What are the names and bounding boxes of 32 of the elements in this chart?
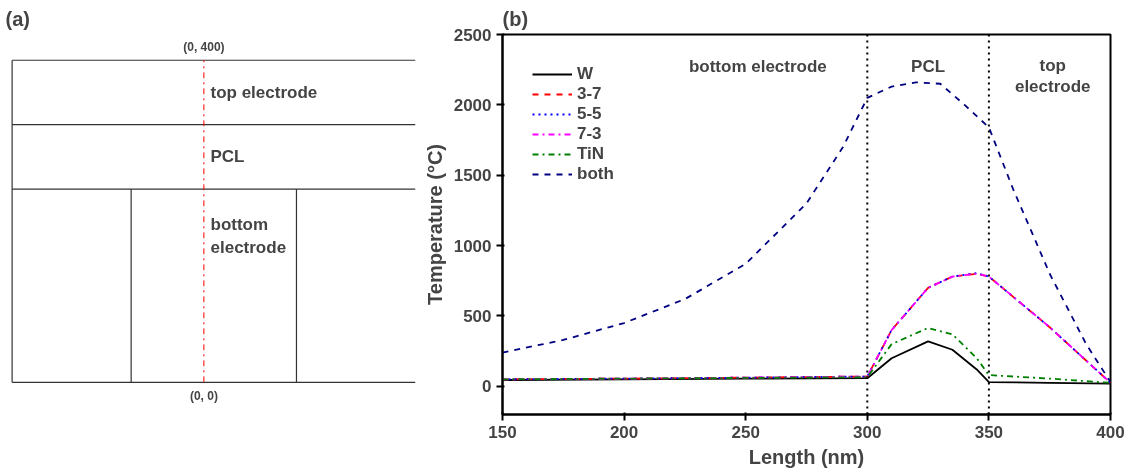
legend-label: W [577, 64, 595, 84]
y-tick-label: 1500 [453, 166, 492, 186]
line-series [502, 327, 1111, 384]
text: PCL [210, 147, 245, 167]
legend-label: 3-7 [577, 84, 602, 104]
y-axis-title: Temperature (°C) [423, 143, 446, 305]
x-axis-title: Length (nm) [748, 445, 865, 468]
x-tick-label: 250 [731, 422, 760, 442]
legend-label: both [577, 164, 614, 184]
x-tick-label: 400 [1096, 422, 1125, 442]
line-series [502, 81, 1111, 384]
legend-label: 7-3 [577, 124, 602, 144]
y-tick-label: 1000 [453, 236, 492, 256]
text: bottom electrode [210, 214, 287, 257]
text: (0, 0) [189, 388, 218, 403]
x-tick-label: 300 [853, 422, 882, 442]
text: (0, 400) [183, 39, 225, 54]
y-tick-label: 0 [482, 377, 492, 397]
annotation: top electrode [1014, 56, 1091, 97]
x-tick-label: 150 [488, 422, 517, 442]
annotation: bottom electrode [688, 57, 827, 77]
text: (a) [5, 7, 30, 30]
chart-title: (b) [502, 7, 529, 30]
annotation: PCL [911, 57, 946, 77]
legend-label: TiN [577, 144, 605, 164]
x-tick-label: 200 [609, 422, 639, 442]
y-tick-label: 500 [463, 306, 492, 326]
x-tick-label: 350 [974, 422, 1004, 442]
legend-label: 5-5 [577, 104, 602, 124]
text: top electrode [210, 82, 318, 102]
y-tick-label: 2000 [453, 95, 492, 115]
y-tick-label: 2500 [453, 25, 492, 45]
